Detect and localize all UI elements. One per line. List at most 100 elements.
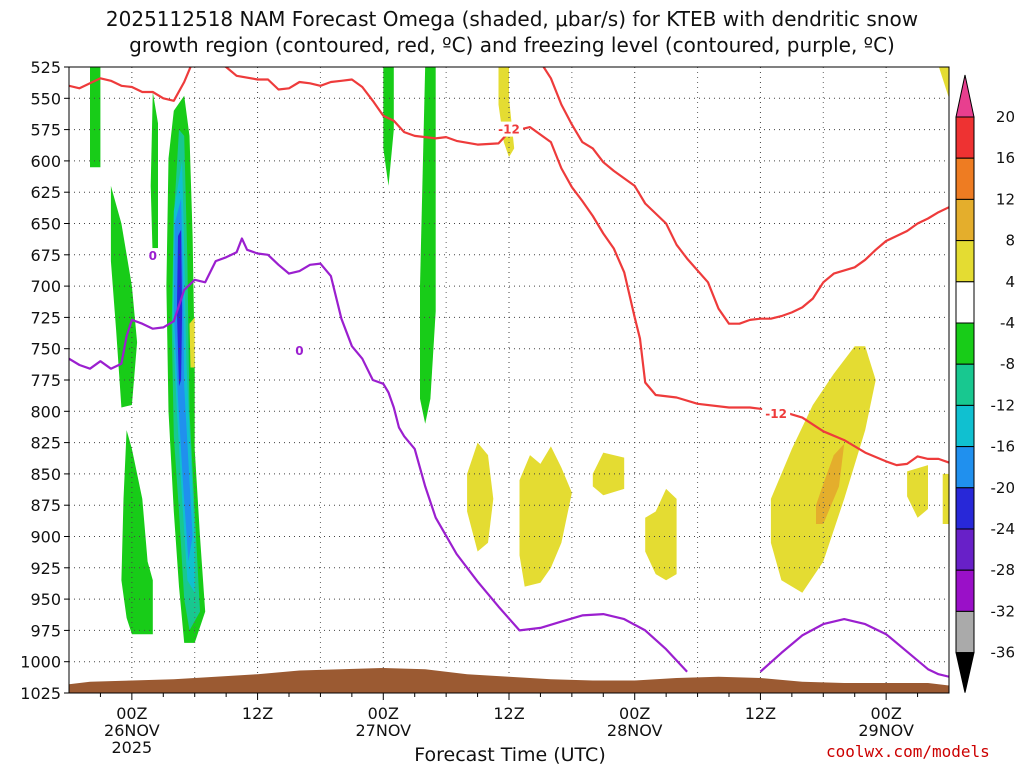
x-tick-0-line-1: 26NOV [104,721,160,740]
y-tick-625: 625 [30,183,61,202]
y-tick-650: 650 [30,215,61,234]
contours: -12 -12 0 0 [69,67,949,678]
shade-yellow-blob-5 [770,346,876,593]
y-tick-1025: 1025 [20,684,61,703]
x-tick-36-line-0: 12Z [493,704,524,723]
y-tick-525: 525 [30,58,61,77]
shade-yellow-blob-4 [645,488,677,581]
freezing_0C-label-bg-1 [293,343,306,359]
x-tick-48-line-1: 28NOV [607,721,663,740]
colorbar-label-9: -20 [991,479,1016,497]
y-tick-1000: 1000 [20,653,61,672]
freezing_0C-line-1 [759,617,949,678]
y-tick-875: 875 [30,496,61,515]
shade-green-mid-1 [383,67,394,186]
dgz_-12C-line-1 [223,67,761,410]
colorbar-label-5: -4 [1000,314,1015,332]
y-tick-975: 975 [30,621,61,640]
x-tick-24-line-1: 27NOV [355,721,411,740]
credit-text: coolwx.com/models [826,742,990,761]
x-tick-60-line-0: 12Z [745,704,776,723]
x-tick-48-line-0: 00Z [619,704,650,723]
shade-green-left-1 [110,185,138,408]
colorbar-bin-7 [955,363,975,406]
shade-yellow-top-mid [498,67,515,158]
y-tick-950: 950 [30,590,61,609]
colorbar-label-1: 16 [996,149,1015,167]
ground-terrain [69,668,949,693]
shade-green-top-left [90,67,101,168]
colorbar: 20 16 12 8 4 -4 -8 -12 -16 -20 -24 -28 -32 -36 [955,74,1016,693]
title-line-1: 2025112518 NAM Forecast Omega (shaded, μ… [105,7,919,31]
y-tick-600: 600 [30,152,61,171]
colorbar-bin-4 [955,240,975,283]
shade-yellow-right-2 [942,473,949,524]
y-axis: 525 550 575 600 625 650 675 700 725 750 775 800 825 8… [20,58,69,703]
dgz_-12C-label-bg-0 [495,121,523,137]
dgz_-12C-line-3 [542,67,949,325]
colorbar-bin-9 [955,446,975,489]
colorbar-bin-1 [955,116,975,159]
y-tick-675: 675 [30,246,61,265]
x-axis-label: Forecast Time (UTC) [414,744,606,766]
y-tick-550: 550 [30,89,61,108]
colorbar-label-13: -36 [991,644,1016,662]
shade-dblue-main [176,229,183,387]
x-tick-72-line-1: 29NOV [858,721,914,740]
dgz_-12C-label-0: -12 [498,123,520,137]
y-tick-925: 925 [30,559,61,578]
colorbar-bottom-triangle [955,652,975,693]
shade-orange-blob [816,443,845,524]
dgz_-12C-line-2 [760,407,949,467]
terrain [69,668,949,693]
chart-title: 2025112518 NAM Forecast Omega (shaded, μ… [0,6,1024,58]
y-tick-800: 800 [30,402,61,421]
y-tick-825: 825 [30,434,61,453]
colorbar-label-7: -12 [991,396,1016,414]
freezing_0C-label-1: 0 [295,344,303,358]
shade-yellow-right-1 [907,465,928,518]
colorbar-bin-10 [955,487,975,530]
colorbar-label-3: 8 [1005,232,1015,250]
x-tick-0-line-0: 00Z [116,704,147,723]
y-tick-575: 575 [30,121,61,140]
shade-green-mid-2 [420,67,436,424]
dgz_-12C-line-0 [69,67,192,102]
colorbar-label-0: 20 [996,108,1015,126]
colorbar-bin-2 [955,157,975,200]
dgz_-12C-label-bg-1 [762,405,791,421]
shade-yellow-blob-2 [519,446,572,587]
x-tick-0-line-2: 2025 [111,738,152,757]
colorbar-label-6: -8 [1000,355,1015,373]
colorbar-bin-5 [955,281,975,324]
colorbar-label-8: -16 [991,438,1016,456]
shade-yellow-blob-1 [467,442,494,552]
shade-yellow-right-top [938,67,949,99]
colorbar-top-triangle [955,74,975,118]
y-tick-700: 700 [30,277,61,296]
x-tick-12-line-0: 12Z [242,704,273,723]
freezing_0C-label-bg-0 [146,248,159,264]
freezing_0C-label-0: 0 [149,249,157,263]
y-tick-775: 775 [30,371,61,390]
shade-green-left-3 [150,92,158,262]
colorbar-bin-11 [955,528,975,571]
colorbar-bin-6 [955,322,975,365]
omega-shading [90,67,949,643]
y-tick-750: 750 [30,340,61,359]
colorbar-label-11: -28 [991,561,1016,579]
colorbar-label-12: -32 [991,602,1016,620]
freezing_0C-line-0 [69,237,688,673]
y-tick-850: 850 [30,465,61,484]
colorbar-label-2: 12 [996,190,1015,208]
title-line-2: growth region (contoured, red, ºC) and f… [129,33,895,57]
colorbar-bin-3 [955,198,975,242]
y-tick-900: 900 [30,528,61,547]
x-tick-72-line-0: 00Z [870,704,901,723]
shade-green-left-2 [121,430,153,635]
grid-lines [69,67,949,693]
shade-yellow-blob-3 [592,452,625,496]
colorbar-bin-12 [955,569,975,612]
